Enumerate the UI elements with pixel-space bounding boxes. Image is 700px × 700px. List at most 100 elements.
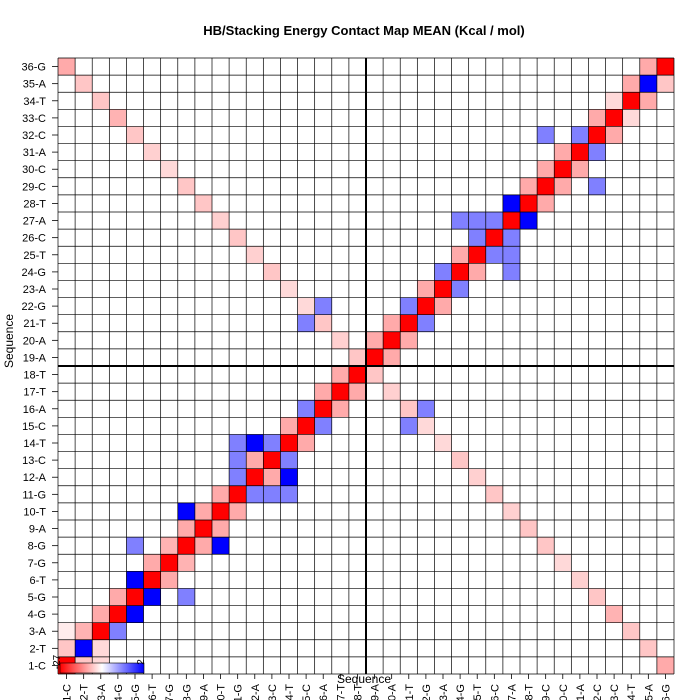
heatmap-cell <box>485 246 503 264</box>
heatmap-cells <box>58 58 674 674</box>
x-tick-label: 18-T <box>352 684 364 700</box>
heatmap-cell <box>485 212 503 230</box>
x-tick-label: 22-G <box>421 684 433 700</box>
heatmap-cell <box>212 485 230 503</box>
heatmap-cell <box>280 434 298 452</box>
heatmap-cell <box>58 58 76 76</box>
x-tick-label: 8-G <box>181 684 193 700</box>
y-tick-label: 18-T <box>23 370 46 382</box>
x-tick-label: 20-A <box>387 683 399 700</box>
heatmap-cell <box>417 417 435 435</box>
heatmap-cell <box>58 639 76 657</box>
x-tick-label: 31-A <box>575 683 587 700</box>
colorbar <box>59 662 145 674</box>
heatmap-cell <box>502 229 520 247</box>
x-tick-label: 25-T <box>472 684 484 700</box>
y-tick-label: 7-G <box>28 558 46 570</box>
heatmap-cell <box>417 297 435 315</box>
x-tick-label: 5-G <box>130 684 142 700</box>
heatmap-cell <box>229 229 247 247</box>
x-tick-label: 7-G <box>164 684 176 700</box>
heatmap-cell <box>58 622 76 640</box>
heatmap-cell <box>280 417 298 435</box>
heatmap-cell <box>656 58 674 76</box>
heatmap-cell <box>331 366 349 384</box>
heatmap-cell <box>348 348 366 366</box>
y-tick-label: 36-G <box>22 62 46 74</box>
heatmap-cell <box>75 639 93 657</box>
y-tick-label: 31-A <box>23 147 47 159</box>
y-tick-label: 27-A <box>23 216 47 228</box>
heatmap-cell <box>622 75 640 93</box>
heatmap-cell <box>263 434 281 452</box>
y-tick-label: 28-T <box>23 198 46 210</box>
x-tick-label: 34-T <box>626 684 638 700</box>
x-tick-label: 28-T <box>524 684 536 700</box>
heatmap-cell <box>383 348 401 366</box>
heatmap-cell <box>246 485 264 503</box>
heatmap-cell <box>451 263 469 281</box>
heatmap-cell <box>537 160 555 178</box>
heatmap-cell <box>160 160 178 178</box>
x-tick-label: 21-T <box>404 684 416 700</box>
chart-title: HB/Stacking Energy Contact Map MEAN (Kca… <box>203 23 524 38</box>
x-tick-label: 16-A <box>318 683 330 700</box>
y-tick-label: 16-A <box>23 404 47 416</box>
heatmap-cell <box>126 571 144 589</box>
heatmap-cell <box>297 434 315 452</box>
y-tick-label: 23-A <box>23 284 47 296</box>
y-axis-title: Sequence <box>2 314 16 368</box>
heatmap-cell <box>554 143 572 161</box>
heatmap-cell <box>451 451 469 469</box>
heatmap-cell <box>194 537 212 555</box>
heatmap-cell <box>160 571 178 589</box>
heatmap-cell <box>348 383 366 401</box>
x-tick-label: 4-G <box>113 684 125 700</box>
x-tick-label: 1-C <box>62 684 74 700</box>
heatmap-cell <box>400 314 418 332</box>
y-tick-label: 35-A <box>23 79 47 91</box>
heatmap-cell <box>485 229 503 247</box>
heatmap-cell <box>622 109 640 127</box>
heatmap-cell <box>639 639 657 657</box>
heatmap-cell <box>554 160 572 178</box>
heatmap-cell <box>92 639 110 657</box>
heatmap-cell <box>383 383 401 401</box>
heatmap-cell <box>502 263 520 281</box>
y-tick-label: 5-G <box>28 592 46 604</box>
heatmap-cell <box>605 126 623 144</box>
heatmap-cell <box>434 263 452 281</box>
heatmap-cell <box>229 485 247 503</box>
x-tick-label: 33-C <box>609 684 621 700</box>
heatmap-cell <box>177 177 195 195</box>
heatmap-cell <box>554 177 572 195</box>
x-tick-label: 13-C <box>267 684 279 700</box>
heatmap-cell <box>194 520 212 538</box>
x-tick-label: 11-G <box>233 684 245 700</box>
heatmap-cell <box>383 331 401 349</box>
heatmap-cell <box>366 348 384 366</box>
x-tick-label: 12-A <box>250 683 262 700</box>
heatmap-cell <box>451 246 469 264</box>
heatmap-cell <box>314 417 332 435</box>
heatmap-cell <box>194 194 212 212</box>
y-tick-label: 6-T <box>30 575 47 587</box>
heatmap-cell <box>451 212 469 230</box>
heatmap-cell <box>656 656 674 674</box>
y-tick-label: 33-C <box>22 113 46 125</box>
heatmap-cell <box>92 92 110 110</box>
heatmap-cell <box>417 400 435 418</box>
heatmap-cell <box>400 417 418 435</box>
heatmap-cell <box>314 383 332 401</box>
y-tick-label: 24-G <box>22 267 46 279</box>
heatmap-cell <box>639 58 657 76</box>
x-tick-label: 17-T <box>335 684 347 700</box>
x-tick-label: 36-G <box>660 684 672 700</box>
heatmap-cell <box>605 109 623 127</box>
heatmap-cell <box>143 571 161 589</box>
heatmap-cell <box>297 417 315 435</box>
heatmap-cell <box>109 622 127 640</box>
heatmap-cell <box>229 502 247 520</box>
x-tick-labels: 1-C 2-T 3-A 4-G 5-G 6-T 7-G 8-G 9-A 10-T 11-G 12-A 1… <box>62 674 672 700</box>
heatmap-cell <box>92 622 110 640</box>
